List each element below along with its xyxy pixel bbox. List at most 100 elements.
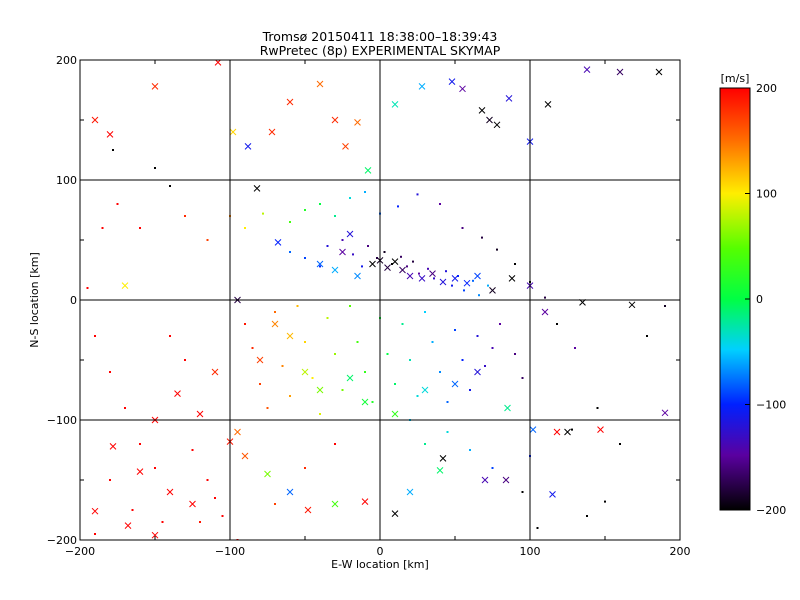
data-point-cross — [502, 476, 510, 484]
data-point-dot — [521, 377, 524, 379]
data-point-cross — [189, 500, 196, 508]
data-point-dot — [352, 253, 354, 256]
data-point-cross — [91, 116, 99, 124]
data-point-cross — [628, 301, 636, 309]
data-point-cross — [439, 278, 447, 286]
data-point-dot — [386, 353, 389, 355]
data-point-dot — [487, 284, 489, 287]
data-point-dot — [491, 347, 494, 349]
data-point-cross — [391, 101, 399, 108]
y-tick-label: 200 — [56, 54, 77, 67]
data-point-dot — [319, 203, 321, 205]
y-tick-label: −200 — [47, 534, 77, 547]
data-point-dot — [184, 215, 186, 217]
data-point-cross — [486, 116, 493, 124]
data-point-dot — [454, 329, 456, 331]
data-point-dot — [416, 193, 419, 196]
data-point-dot — [397, 205, 399, 208]
data-point-dot — [304, 341, 306, 343]
colorbar-tick-label: 200 — [756, 82, 777, 95]
data-point-dot — [469, 449, 471, 451]
data-point-cross — [493, 121, 501, 129]
axis-ticks: −200 −100 0 100 200 −200 −100 0 100 200 — [47, 54, 691, 558]
data-point-dot — [184, 359, 186, 361]
data-point-cross — [234, 428, 241, 436]
data-point-dot — [289, 221, 291, 223]
data-point-dot — [461, 227, 464, 229]
data-point-dot — [341, 389, 344, 391]
data-point-dot — [445, 270, 447, 273]
x-tick-label: 0 — [377, 545, 384, 558]
data-point-cross — [597, 426, 604, 433]
data-point-dot — [476, 335, 479, 337]
data-point-cross — [151, 83, 159, 90]
data-point-cross — [286, 98, 294, 106]
data-point-dot — [281, 365, 284, 367]
data-point-dot — [596, 407, 599, 409]
data-point-cross — [508, 275, 516, 282]
data-point-cross — [463, 279, 471, 287]
data-point-dot — [604, 500, 606, 503]
data-point-cross — [211, 368, 219, 376]
data-point-dot — [289, 395, 291, 397]
x-axis-label: E-W location [km] — [331, 558, 429, 571]
data-point-cross — [346, 230, 354, 238]
data-point-dot — [364, 191, 366, 193]
data-point-cross — [544, 101, 552, 108]
data-point-dot — [484, 365, 486, 367]
data-point-cross — [244, 143, 252, 150]
data-point-cross — [364, 167, 372, 174]
data-point-dot — [416, 395, 419, 397]
data-point-cross — [583, 66, 591, 73]
data-point-dot — [364, 371, 366, 373]
data-point-cross — [399, 266, 406, 274]
data-point-cross — [478, 107, 486, 114]
data-point-dot — [274, 503, 276, 505]
data-point-cross — [229, 128, 237, 136]
data-point-dot — [289, 251, 291, 253]
data-point-cross — [406, 272, 414, 280]
data-point-dot — [424, 311, 426, 313]
data-point-dot — [401, 323, 404, 325]
data-point-cross — [316, 80, 324, 88]
data-point-cross — [391, 410, 399, 418]
data-point-dot — [409, 359, 411, 361]
data-point-cross — [339, 248, 346, 256]
data-point-dot — [646, 335, 648, 337]
data-point-cross — [474, 368, 481, 376]
data-point-dot — [311, 377, 314, 379]
data-point-dot — [139, 227, 141, 229]
data-point-dot — [457, 275, 459, 277]
data-point-dot — [112, 149, 114, 151]
colorbar-tick-label: −100 — [756, 399, 786, 412]
data-point-cross — [253, 185, 261, 192]
data-point-dot — [536, 527, 539, 529]
data-point-dot — [469, 389, 471, 391]
data-point-dot — [586, 515, 588, 517]
data-point-cross — [354, 119, 361, 126]
data-point-cross — [286, 488, 294, 496]
data-point-dot — [424, 443, 426, 445]
data-point-cross — [384, 264, 391, 271]
data-point-cross — [256, 356, 264, 364]
data-point-cross — [361, 398, 369, 406]
data-point-cross — [316, 260, 324, 268]
data-point-cross — [418, 275, 426, 282]
data-point-cross — [316, 386, 324, 394]
data-point-cross — [406, 488, 414, 496]
data-point-dot — [214, 497, 216, 499]
data-point-dot — [412, 260, 414, 263]
data-point-cross — [136, 468, 144, 475]
data-point-cross — [304, 506, 312, 514]
data-point-dot — [244, 323, 246, 325]
x-tick-label: 100 — [520, 545, 541, 558]
y-tick-label: 100 — [56, 174, 77, 187]
data-point-cross — [529, 426, 537, 433]
data-point-cross — [541, 308, 549, 316]
data-point-cross — [121, 282, 129, 289]
data-point-dot — [406, 265, 408, 268]
data-point-dot — [664, 305, 666, 307]
data-point-dot — [361, 265, 363, 268]
colorbar: [m/s] 200 100 0 −100 −200 — [719, 72, 786, 517]
